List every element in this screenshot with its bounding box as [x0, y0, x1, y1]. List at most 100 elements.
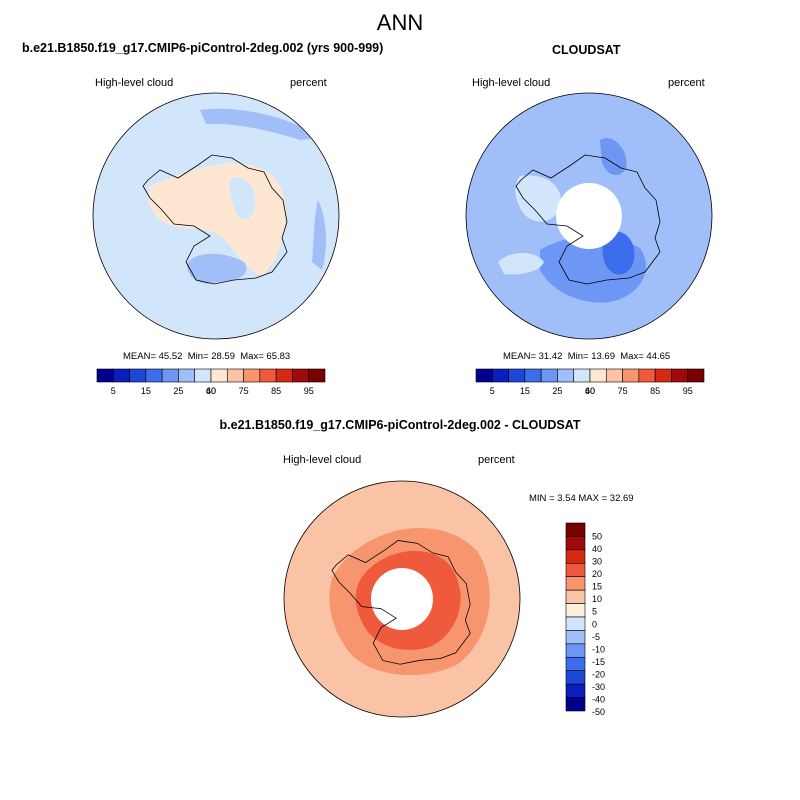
model-colorbar-tick-label: 15	[141, 386, 151, 396]
diff-colorbar-box	[565, 656, 586, 672]
model-min-label: Min=	[187, 351, 209, 362]
obs-colorbar-box	[589, 368, 607, 383]
model-panel-title: b.e21.B1850.f19_g17.CMIP6-piControl-2deg…	[22, 41, 384, 55]
obs-colorbar-box	[654, 368, 672, 383]
diff-colorbar-box	[565, 697, 586, 712]
obs-colorbar-box	[540, 368, 558, 383]
diff-colorbar-tick-label: 15	[592, 582, 602, 592]
diff-colorbar-tick-label: 0	[592, 619, 597, 629]
obs-colorbar-box	[475, 368, 493, 383]
model-colorbar-tick-label: 60	[206, 386, 216, 396]
model-colorbar-tick-label: 85	[271, 386, 281, 396]
model-map	[92, 92, 340, 340]
obs-colorbar-tick-label: 85	[650, 386, 660, 396]
diff-colorbar-tick-label: 20	[592, 569, 602, 579]
main-title: ANN	[376, 10, 424, 35]
model-colorbar-box	[308, 368, 326, 383]
diff-colorbar-tick-label: -30	[592, 682, 605, 692]
obs-map-border	[465, 92, 713, 340]
model-colorbar-tick-label: 5	[111, 386, 116, 396]
obs-colorbar-tick-label: 40	[585, 386, 595, 396]
diff-panel-title: b.e21.B1850.f19_g17.CMIP6-piControl-2deg…	[219, 418, 581, 432]
model-map-border	[92, 92, 340, 340]
diff-colorbar-box	[565, 630, 586, 645]
model-colorbar-box	[145, 368, 163, 383]
model-colorbar-box	[259, 368, 277, 383]
diff-colorbar-tick-label: -15	[592, 657, 605, 667]
diff-colorbar-box	[565, 603, 586, 618]
model-colorbar-box	[161, 368, 179, 383]
diff-colorbar-tick-label: -5	[592, 632, 600, 642]
model-ross-ice-shelf	[187, 253, 247, 284]
obs-colorbar-box	[524, 368, 542, 383]
obs-units-label: percent	[668, 77, 705, 89]
obs-colorbar-tick-label: 95	[683, 386, 693, 396]
obs-pole-hole	[556, 183, 622, 249]
model-colorbar-tick-label: 40	[206, 386, 216, 396]
diff-colorbar-tick-label: 10	[592, 594, 602, 604]
obs-colorbar-box	[605, 368, 623, 383]
diff-colorbar-box	[565, 562, 586, 578]
obs-min-label: Min=	[567, 351, 589, 362]
obs-variable-label: High-level cloud	[472, 77, 551, 89]
model-colorbar-box	[178, 368, 196, 383]
diff-variable-label: High-level cloud	[283, 454, 362, 466]
model-colorbar-box	[275, 368, 293, 383]
model-colorbar-box	[96, 368, 114, 383]
obs-deep-core	[602, 231, 635, 275]
model-mean-label: MEAN=	[123, 351, 156, 362]
diff-colorbar-box	[565, 683, 586, 698]
obs-colorbar-box	[508, 368, 526, 383]
obs-east-ant-patch	[600, 138, 627, 176]
obs-sw-ocean-ring	[498, 253, 544, 275]
model-colorbar-box	[194, 368, 212, 383]
obs-colorbar-box	[671, 368, 689, 383]
model-stats: MEAN= 45.52 Min= 28.59 Max= 65.83	[123, 351, 290, 362]
diff-colorbar-box	[565, 549, 586, 564]
model-max-value: 65.83	[266, 351, 291, 362]
obs-max-value: 44.65	[646, 351, 671, 362]
model-variable-label: High-level cloud	[95, 77, 174, 89]
obs-peninsula-band	[515, 175, 561, 222]
obs-max-label: Max=	[620, 351, 644, 362]
model-colorbar-box	[243, 368, 261, 383]
model-max-label: Max=	[240, 351, 264, 362]
model-colorbar-tick-label: 95	[304, 386, 314, 396]
diff-units-label: percent	[478, 454, 515, 466]
model-ne-ocean-patch	[200, 108, 318, 140]
model-colorbar-box	[210, 368, 228, 383]
diff-colorbar-tick-label: -10	[592, 644, 605, 654]
obs-panel-title: CLOUDSAT	[552, 43, 621, 57]
diff-colorbar-box	[565, 589, 586, 604]
diff-colorbar-box	[565, 576, 586, 591]
diff-colorbar-tick-label: -50	[592, 707, 605, 717]
diff-map-border	[283, 480, 521, 718]
obs-colorbar-box	[622, 368, 640, 383]
obs-mean-label: MEAN=	[503, 351, 536, 362]
obs-min-value: 13.69	[591, 351, 615, 362]
diff-pole-hole	[371, 568, 433, 630]
obs-colorbar-box	[687, 368, 705, 383]
model-east-antarctic-patch	[229, 177, 256, 220]
diff-colorbar-box	[565, 522, 586, 537]
diff-colorbar-box	[565, 616, 586, 631]
obs-colorbar-tick-label: 25	[552, 386, 562, 396]
diff-colorbar-tick-label: 30	[592, 557, 602, 567]
diff-stats: MIN = 3.54 MAX = 32.69	[529, 493, 634, 504]
obs-map	[465, 92, 713, 340]
model-mean-value: 45.52	[158, 351, 183, 362]
diff-colorbar-box	[565, 670, 586, 685]
model-colorbar-box	[129, 368, 147, 383]
obs-colorbar-tick-label: 75	[618, 386, 628, 396]
obs-colorbar-box	[491, 368, 509, 383]
obs-colorbar-box	[557, 368, 575, 383]
model-colorbar-box	[226, 368, 244, 383]
obs-colorbar-box	[638, 368, 656, 383]
model-colorbar-box	[112, 368, 130, 383]
model-units-label: percent	[290, 77, 327, 89]
obs-colorbar-tick-label: 60	[585, 386, 595, 396]
